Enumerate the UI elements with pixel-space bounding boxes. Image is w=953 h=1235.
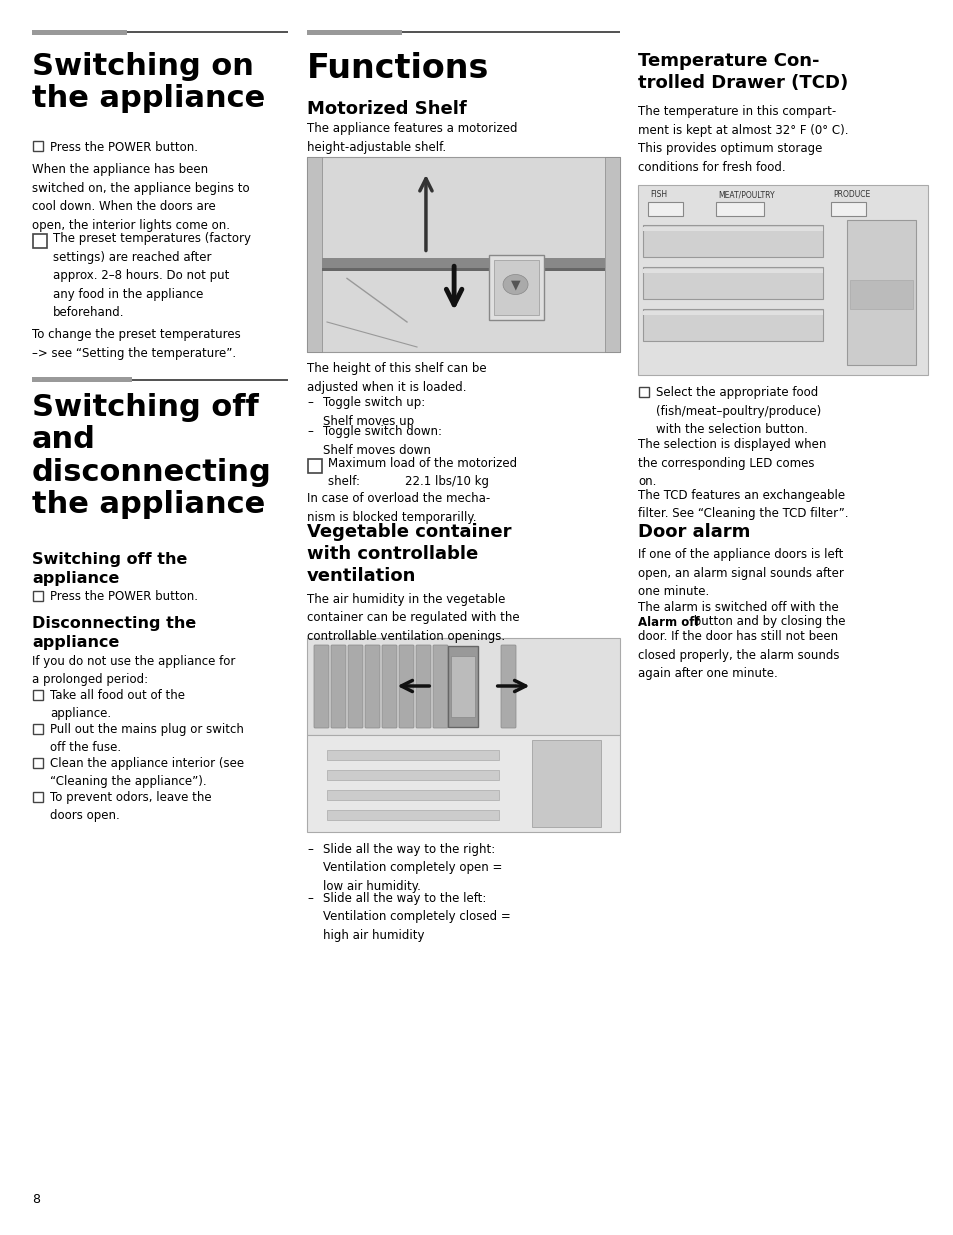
Text: Functions: Functions bbox=[307, 52, 489, 85]
Text: Switching off
and
disconnecting
the appliance: Switching off and disconnecting the appl… bbox=[32, 393, 272, 520]
Bar bbox=[639, 387, 648, 396]
Text: Clean the appliance interior (see
“Cleaning the appliance”).: Clean the appliance interior (see “Clean… bbox=[50, 757, 244, 788]
Text: Alarm off: Alarm off bbox=[638, 615, 699, 629]
Text: Maximum load of the motorized
shelf:            22.1 lbs/10 kg: Maximum load of the motorized shelf: 22.… bbox=[328, 457, 517, 489]
Text: Press the POWER button.: Press the POWER button. bbox=[50, 590, 198, 604]
Text: 8: 8 bbox=[32, 1193, 40, 1207]
Bar bbox=[642, 269, 821, 273]
Text: The air humidity in the vegetable
container can be regulated with the
controllab: The air humidity in the vegetable contai… bbox=[307, 593, 519, 643]
Bar bbox=[638, 185, 927, 375]
Bar bbox=[32, 30, 127, 35]
Text: ▼: ▼ bbox=[510, 278, 519, 291]
Bar bbox=[532, 740, 600, 827]
Text: To prevent odors, leave the
doors open.: To prevent odors, leave the doors open. bbox=[50, 790, 212, 823]
Bar bbox=[307, 157, 619, 352]
Bar bbox=[642, 227, 821, 231]
Text: The preset temperatures (factory
settings) are reached after
approx. 2–8 hours. : The preset temperatures (factory setting… bbox=[53, 232, 251, 319]
Text: Pull out the mains plug or switch
off the fuse.: Pull out the mains plug or switch off th… bbox=[50, 722, 244, 755]
Text: If one of the appliance doors is left
open, an alarm signal sounds after
one min: If one of the appliance doors is left op… bbox=[638, 548, 843, 598]
Text: To change the preset temperatures
–> see “Setting the temperature”.: To change the preset temperatures –> see… bbox=[32, 329, 240, 359]
Text: The temperature in this compart-
ment is kept at almost 32° F (0° C).
This provi: The temperature in this compart- ment is… bbox=[638, 105, 847, 173]
Text: When the appliance has been
switched on, the appliance begins to
cool down. When: When the appliance has been switched on,… bbox=[32, 163, 250, 231]
FancyBboxPatch shape bbox=[348, 645, 363, 727]
FancyBboxPatch shape bbox=[398, 645, 414, 727]
Bar bbox=[33, 724, 43, 734]
Bar bbox=[307, 638, 619, 735]
Bar bbox=[33, 141, 43, 151]
Bar bbox=[33, 690, 43, 700]
Bar bbox=[322, 268, 604, 272]
Bar bbox=[327, 790, 498, 800]
Bar bbox=[642, 267, 821, 299]
Bar bbox=[849, 280, 913, 309]
Text: Temperature Con-
trolled Drawer (TCD): Temperature Con- trolled Drawer (TCD) bbox=[638, 52, 847, 93]
Text: The height of this shelf can be
adjusted when it is loaded.: The height of this shelf can be adjusted… bbox=[307, 362, 486, 394]
FancyBboxPatch shape bbox=[381, 645, 396, 727]
Text: The alarm is switched off with the: The alarm is switched off with the bbox=[638, 601, 838, 614]
Text: The appliance features a motorized
height-adjustable shelf.: The appliance features a motorized heigh… bbox=[307, 122, 517, 153]
Bar bbox=[322, 258, 604, 268]
FancyBboxPatch shape bbox=[433, 645, 448, 727]
Text: If you do not use the appliance for
a prolonged period:: If you do not use the appliance for a pr… bbox=[32, 655, 235, 687]
Bar bbox=[327, 810, 498, 820]
Text: Motorized Shelf: Motorized Shelf bbox=[307, 100, 466, 119]
Text: button and by closing the: button and by closing the bbox=[689, 615, 844, 629]
Bar bbox=[33, 592, 43, 601]
Text: –: – bbox=[307, 844, 313, 856]
FancyBboxPatch shape bbox=[314, 645, 329, 727]
Text: Vegetable container
with controllable
ventilation: Vegetable container with controllable ve… bbox=[307, 522, 511, 585]
Text: –: – bbox=[307, 396, 313, 409]
Text: Door alarm: Door alarm bbox=[638, 522, 750, 541]
Bar bbox=[308, 459, 322, 473]
Bar bbox=[604, 157, 619, 352]
Text: Select the appropriate food
(fish/meat–poultry/produce)
with the selection butto: Select the appropriate food (fish/meat–p… bbox=[656, 387, 821, 436]
Text: FISH: FISH bbox=[649, 190, 666, 199]
Bar bbox=[493, 259, 538, 315]
Text: In case of overload the mecha-
nism is blocked temporarilly.: In case of overload the mecha- nism is b… bbox=[307, 492, 490, 524]
Bar bbox=[642, 311, 821, 315]
FancyBboxPatch shape bbox=[365, 645, 379, 727]
Text: Press the POWER button.: Press the POWER button. bbox=[50, 141, 198, 153]
Text: The TCD features an exchangeable
filter. See “Cleaning the TCD filter”.: The TCD features an exchangeable filter.… bbox=[638, 489, 847, 520]
Text: –: – bbox=[307, 425, 313, 438]
Bar bbox=[642, 225, 821, 257]
Bar bbox=[33, 233, 47, 248]
Ellipse shape bbox=[502, 274, 528, 294]
Bar bbox=[327, 769, 498, 781]
Text: Toggle switch up:
Shelf moves up: Toggle switch up: Shelf moves up bbox=[323, 396, 425, 427]
Bar bbox=[33, 792, 43, 802]
Text: MEAT/POULTRY: MEAT/POULTRY bbox=[718, 190, 774, 199]
Text: Take all food out of the
appliance.: Take all food out of the appliance. bbox=[50, 689, 185, 720]
Bar bbox=[448, 646, 477, 727]
Bar bbox=[642, 309, 821, 341]
Text: Slide all the way to the right:
Ventilation completely open =
low air humidity.: Slide all the way to the right: Ventilat… bbox=[323, 844, 502, 893]
Text: –: – bbox=[307, 892, 313, 905]
Bar bbox=[307, 735, 619, 832]
FancyBboxPatch shape bbox=[500, 645, 516, 727]
Bar bbox=[647, 203, 682, 216]
Bar bbox=[451, 656, 475, 718]
Bar bbox=[307, 157, 322, 352]
Text: Switching off the
appliance: Switching off the appliance bbox=[32, 552, 187, 585]
Text: Toggle switch down:
Shelf moves down: Toggle switch down: Shelf moves down bbox=[323, 425, 441, 457]
Text: Switching on
the appliance: Switching on the appliance bbox=[32, 52, 265, 114]
Bar bbox=[33, 758, 43, 768]
FancyBboxPatch shape bbox=[331, 645, 346, 727]
Text: Slide all the way to the left:
Ventilation completely closed =
high air humidity: Slide all the way to the left: Ventilati… bbox=[323, 892, 510, 942]
Bar bbox=[830, 203, 865, 216]
Bar bbox=[716, 203, 763, 216]
Bar bbox=[327, 750, 498, 760]
Bar bbox=[307, 30, 401, 35]
Bar bbox=[32, 377, 132, 382]
Text: Disconnecting the
appliance: Disconnecting the appliance bbox=[32, 616, 196, 650]
Bar bbox=[846, 220, 916, 366]
Text: The selection is displayed when
the corresponding LED comes
on.: The selection is displayed when the corr… bbox=[638, 438, 825, 488]
Text: PRODUCE: PRODUCE bbox=[832, 190, 869, 199]
Text: door. If the door has still not been
closed properly, the alarm sounds
again aft: door. If the door has still not been clo… bbox=[638, 630, 839, 680]
Bar bbox=[488, 254, 543, 320]
FancyBboxPatch shape bbox=[416, 645, 431, 727]
